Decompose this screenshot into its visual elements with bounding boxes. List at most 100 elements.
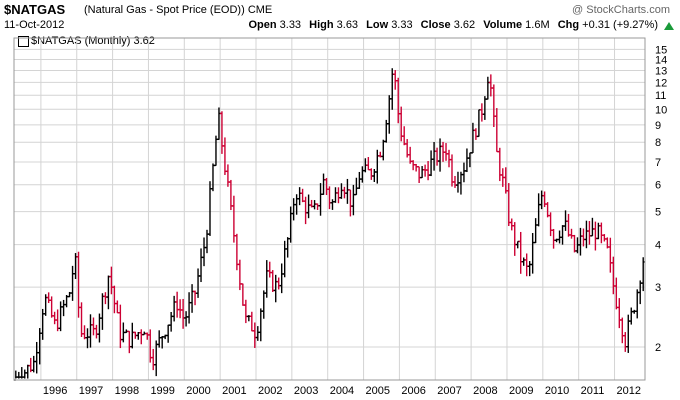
price-bar	[52, 311, 57, 325]
price-bar	[169, 311, 174, 332]
ticker-symbol: $NATGAS	[4, 2, 66, 17]
price-bar	[187, 292, 192, 324]
price-bars	[13, 68, 646, 381]
price-bar	[264, 260, 269, 298]
price-bar	[222, 137, 227, 175]
x-axis-ticks: 1996 1997 1998 1999 2000 2001 2002 2003 2004 2005…	[43, 385, 641, 397]
price-bar	[157, 330, 162, 348]
price-bar	[620, 317, 625, 344]
y-tick-label: 10	[655, 104, 667, 116]
price-bar	[551, 228, 556, 249]
price-bar	[249, 311, 254, 332]
price-bar	[22, 369, 27, 379]
price-bar	[623, 332, 628, 352]
price-bar	[300, 188, 305, 203]
price-bar	[455, 171, 460, 193]
x-tick-label: 2007	[437, 385, 461, 397]
price-bar	[213, 135, 218, 167]
x-tick-label: 1998	[115, 385, 139, 397]
price-bar	[485, 76, 490, 100]
x-tick-label: 2002	[258, 385, 282, 397]
y-tick-label: 11	[655, 90, 666, 102]
price-bar	[473, 128, 478, 140]
price-bar	[420, 166, 425, 179]
price-bar	[267, 261, 272, 278]
price-bar	[91, 317, 96, 336]
x-tick-label: 2010	[545, 385, 569, 397]
price-bar	[49, 296, 54, 318]
price-bar	[79, 302, 84, 337]
price-bar	[273, 274, 278, 303]
price-bar	[297, 187, 302, 206]
price-bar	[494, 108, 499, 153]
price-bar	[527, 261, 532, 277]
plot-frame	[13, 37, 646, 381]
price-bar	[106, 275, 111, 310]
price-bar	[414, 163, 419, 172]
price-bar	[491, 84, 496, 127]
quote-summary: Open 3.33 High 3.63 Low 3.33 Close 3.62 …	[243, 19, 658, 31]
up-arrow-icon	[664, 22, 674, 30]
price-bar	[464, 148, 469, 173]
price-bar	[476, 109, 481, 138]
price-bar	[426, 161, 431, 181]
y-tick-label: 13	[655, 66, 667, 78]
price-bar	[103, 292, 108, 305]
x-tick-label: 1996	[43, 385, 67, 397]
price-bar	[452, 175, 457, 188]
price-bar	[151, 348, 156, 371]
price-bar	[387, 95, 392, 134]
price-bar	[237, 259, 242, 291]
low-value: 3.33	[391, 19, 413, 31]
price-bar	[225, 164, 230, 187]
price-bar	[366, 157, 371, 171]
price-bar	[345, 178, 350, 204]
x-tick-label: 2003	[294, 385, 318, 397]
chart-header: $NATGAS (Natural Gas - Spot Price (EOD))…	[4, 2, 676, 34]
x-tick-label: 2011	[581, 385, 605, 397]
price-bar	[85, 328, 90, 349]
price-bar	[175, 291, 180, 318]
y-tick-label: 15	[655, 44, 667, 56]
y-tick-label: 14	[655, 55, 667, 67]
price-bar	[584, 220, 589, 249]
price-bar	[569, 228, 574, 239]
price-bar	[276, 277, 281, 290]
price-bar	[533, 218, 538, 244]
price-bar	[602, 234, 607, 242]
price-bar	[31, 355, 36, 373]
x-tick-label: 2001	[222, 385, 246, 397]
y-tick-label: 3	[655, 282, 661, 294]
price-bar	[270, 270, 275, 293]
price-bar	[330, 199, 335, 210]
price-bar	[139, 329, 144, 345]
price-bar	[166, 324, 171, 343]
price-bar	[196, 268, 201, 298]
low-label: Low	[366, 19, 389, 31]
copyright-notice: @ StockCharts.com	[572, 4, 670, 16]
x-tick-label: 1999	[150, 385, 174, 397]
price-bar	[590, 217, 595, 237]
price-bar	[321, 173, 326, 195]
price-bar	[509, 218, 514, 231]
ticker-description: (Natural Gas - Spot Price (EOD)) CME	[84, 4, 273, 16]
price-bar	[593, 221, 598, 251]
close-value: 3.62	[453, 19, 476, 31]
price-bar	[617, 298, 622, 329]
quote-date: 11-Oct-2012	[4, 19, 65, 31]
price-bar	[94, 324, 99, 339]
y-tick-label: 8	[655, 137, 661, 149]
price-bar	[333, 187, 338, 203]
price-bar	[566, 213, 571, 237]
price-bar	[587, 221, 592, 245]
price-bar	[130, 322, 135, 349]
price-bar	[127, 330, 132, 354]
price-bar	[417, 166, 422, 184]
price-bar	[512, 222, 517, 256]
change-label: Chg	[557, 19, 580, 31]
price-bar	[375, 149, 380, 184]
price-bar	[461, 162, 466, 183]
price-bar	[306, 194, 311, 219]
price-bar	[372, 169, 377, 182]
